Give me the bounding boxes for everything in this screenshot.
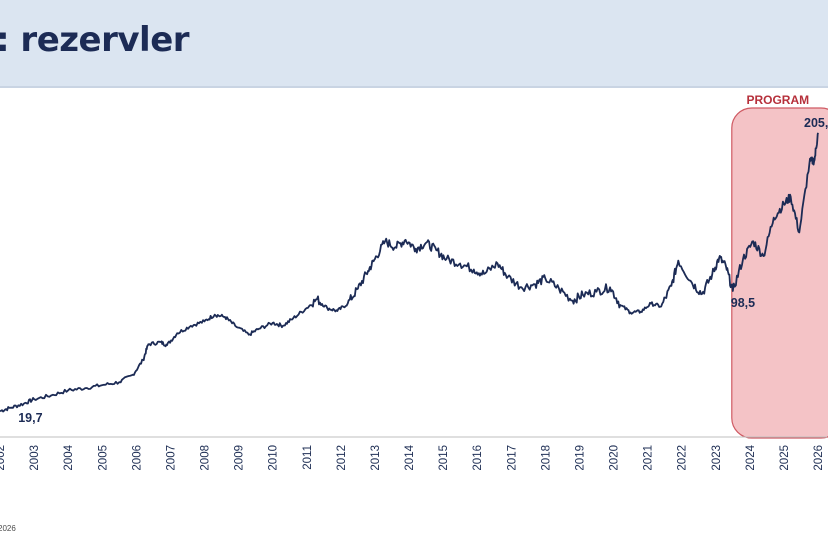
- x-tick-label: 2009: [234, 445, 246, 471]
- x-tick-label: 2021: [643, 445, 655, 471]
- source-footnote: 2026: [0, 524, 16, 533]
- data-label: 98,5: [731, 296, 755, 310]
- x-tick-label: 2017: [506, 445, 518, 471]
- data-label: 19,7: [18, 411, 42, 425]
- x-tick-label: 2015: [438, 445, 450, 471]
- reserves-line-chart: PROGRAM 2002 2003 2004 2005 2006 2007 2008 2009 2…: [0, 93, 828, 471]
- x-tick-label: 2013: [370, 445, 382, 471]
- x-tick-label: 2014: [404, 444, 416, 470]
- page-title: : rezervler: [0, 20, 190, 60]
- data-label: 205,2: [804, 116, 828, 130]
- x-tick-label: 2024: [745, 444, 757, 470]
- program-label: PROGRAM: [746, 93, 809, 107]
- reserves-series-line: [0, 132, 819, 413]
- x-tick-label: 2006: [131, 445, 143, 471]
- x-tick-label: 2019: [574, 445, 586, 471]
- x-tick-label: 2008: [200, 445, 212, 471]
- x-tick-label: 2002: [0, 445, 7, 471]
- x-tick-label: 2016: [472, 445, 484, 471]
- x-tick-label: 2022: [677, 445, 689, 471]
- x-tick-label: 2011: [302, 445, 314, 470]
- x-tick-label: 2012: [336, 445, 348, 471]
- x-tick-label: 2005: [97, 445, 109, 471]
- x-tick-label: 2010: [268, 445, 280, 471]
- program-highlight-region: [731, 107, 828, 439]
- x-tick-label: 2023: [711, 445, 723, 471]
- x-tick-label: 2018: [540, 445, 552, 471]
- x-tick-label: 2007: [165, 445, 177, 471]
- x-tick-label: 2025: [779, 445, 791, 471]
- x-tick-label: 2026: [813, 445, 825, 471]
- title-banner: : rezervler: [0, 0, 828, 88]
- x-tick-label: 2004: [63, 444, 75, 470]
- x-tick-label: 2003: [29, 445, 41, 471]
- x-tick-label: 2020: [609, 445, 621, 471]
